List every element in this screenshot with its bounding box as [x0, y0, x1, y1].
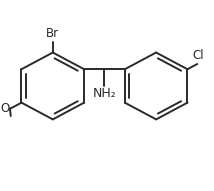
Text: NH₂: NH₂	[93, 87, 116, 100]
Text: Cl: Cl	[193, 49, 204, 62]
Text: Br: Br	[46, 28, 59, 40]
Text: O: O	[0, 102, 10, 115]
